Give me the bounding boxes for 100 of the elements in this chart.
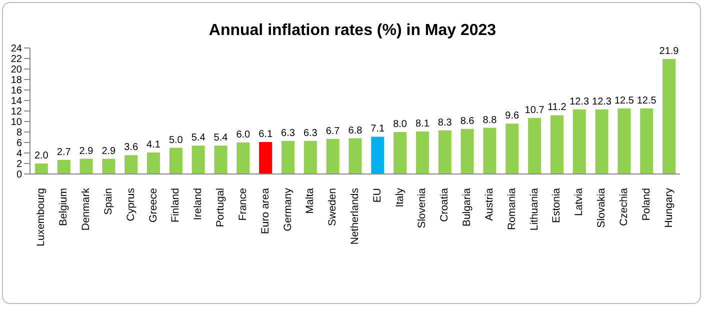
x-tick-label: Malta: [304, 188, 316, 214]
bar: [416, 131, 429, 174]
bar: [80, 158, 93, 174]
bar: [618, 108, 631, 174]
x-tick-label: Hungary: [662, 187, 675, 228]
bar: [57, 160, 70, 174]
y-tick-label: 22: [10, 54, 22, 66]
bar: [595, 109, 608, 174]
bar: [348, 138, 362, 174]
data-label: 6.0: [236, 130, 251, 140]
bar: [394, 132, 407, 174]
data-label: 5.4: [214, 132, 228, 144]
x-tick-label: Lithuania: [528, 188, 540, 231]
y-tick-label: 14: [10, 96, 22, 108]
data-label: 6.3: [281, 128, 296, 139]
data-label: 5.0: [168, 134, 184, 146]
bar: [34, 164, 48, 174]
data-label: 12.3: [592, 96, 612, 108]
data-label: 2.9: [79, 146, 94, 157]
bar: [371, 136, 384, 174]
chart-title: Annual inflation rates (%) in May 2023: [208, 22, 498, 40]
y-tick-label: 16: [10, 86, 22, 97]
x-tick-label: France: [236, 188, 249, 221]
data-label: 8.8: [482, 114, 498, 126]
x-tick-label: Estonia: [550, 188, 563, 224]
x-tick-label: Slovakia: [596, 188, 608, 228]
bar: [236, 142, 250, 174]
y-tick-label: 24: [10, 44, 22, 55]
x-tick-label: Belgium: [58, 188, 70, 226]
data-label: 6.7: [326, 126, 340, 137]
y-tick-label: 4: [16, 148, 22, 160]
bar: [438, 130, 452, 174]
x-tick-label: Euro area: [259, 188, 272, 234]
data-label: 7.1: [370, 124, 386, 135]
data-label: 6.8: [348, 125, 363, 136]
bar: [640, 108, 654, 174]
data-label: 8.6: [460, 116, 475, 127]
data-label: 8.3: [438, 117, 452, 128]
x-tick-label: Spain: [102, 188, 114, 215]
bar: [281, 140, 294, 174]
data-label: 5.4: [191, 132, 206, 144]
data-label: 12.3: [570, 96, 590, 108]
x-tick-label: Netherlands: [349, 188, 361, 245]
x-tick-label: Italy: [394, 187, 406, 208]
y-tick-label: 18: [10, 75, 22, 86]
y-tick-label: 20: [10, 64, 22, 76]
x-tick-label: Croatia: [438, 188, 451, 222]
y-tick-label: 6: [16, 138, 22, 150]
bar: [147, 152, 160, 174]
x-tick-label: Romania: [506, 188, 518, 230]
data-label: 2.9: [102, 146, 116, 157]
data-label: 2.0: [34, 150, 49, 162]
data-label: 6.1: [258, 128, 273, 140]
x-tick-label: Portugal: [214, 188, 227, 228]
bar: [102, 158, 116, 174]
bar: [572, 109, 586, 174]
x-tick-label: Czechia: [618, 188, 630, 226]
y-tick-label: 0: [16, 170, 22, 181]
data-label: 10.7: [524, 104, 545, 116]
x-tick-label: Austria: [483, 188, 496, 221]
bar: [460, 128, 474, 174]
bar: [169, 148, 182, 174]
x-tick-label: Germany: [282, 187, 294, 232]
data-label: 12.5: [636, 95, 657, 106]
bar: [214, 146, 228, 174]
x-tick-label: Poland: [640, 188, 652, 221]
x-tick-label: Latvia: [573, 188, 586, 216]
data-label: 4.1: [146, 139, 161, 150]
x-tick-label: Slovenia: [416, 188, 428, 228]
y-tick-label: 2: [16, 159, 22, 170]
bar: [124, 155, 138, 174]
data-label: 8.1: [416, 118, 430, 130]
x-tick-label: Ireland: [192, 188, 204, 220]
bar: [192, 146, 205, 174]
x-tick-label: Bulgaria: [461, 188, 474, 227]
x-tick-label: EU: [371, 188, 384, 203]
bar: [528, 118, 542, 174]
x-tick-label: Greece: [147, 188, 160, 222]
data-label: 21.9: [659, 46, 680, 58]
bar: [662, 59, 676, 174]
bar: [506, 124, 519, 174]
data-label: 8.0: [393, 119, 408, 130]
bar: [259, 142, 272, 174]
y-tick-label: 12: [10, 106, 22, 118]
data-label: 6.3: [303, 128, 318, 139]
y-tick-label: 8: [16, 128, 22, 139]
x-tick-label: Luxembourg: [35, 188, 48, 246]
bar: [304, 140, 317, 174]
x-tick-label: Finland: [170, 188, 182, 222]
x-tick-label: Cyprus: [124, 188, 137, 222]
data-label: 9.6: [505, 110, 520, 122]
data-label: 11.2: [548, 102, 567, 114]
y-tick-label: 10: [10, 117, 22, 128]
bar: [483, 128, 496, 174]
x-tick-label: Sweden: [326, 188, 339, 226]
bar: [550, 115, 564, 174]
x-tick-label: Denmark: [80, 187, 92, 231]
bar: [326, 138, 340, 174]
data-label: 3.6: [124, 142, 138, 154]
data-label: 2.7: [56, 146, 72, 158]
